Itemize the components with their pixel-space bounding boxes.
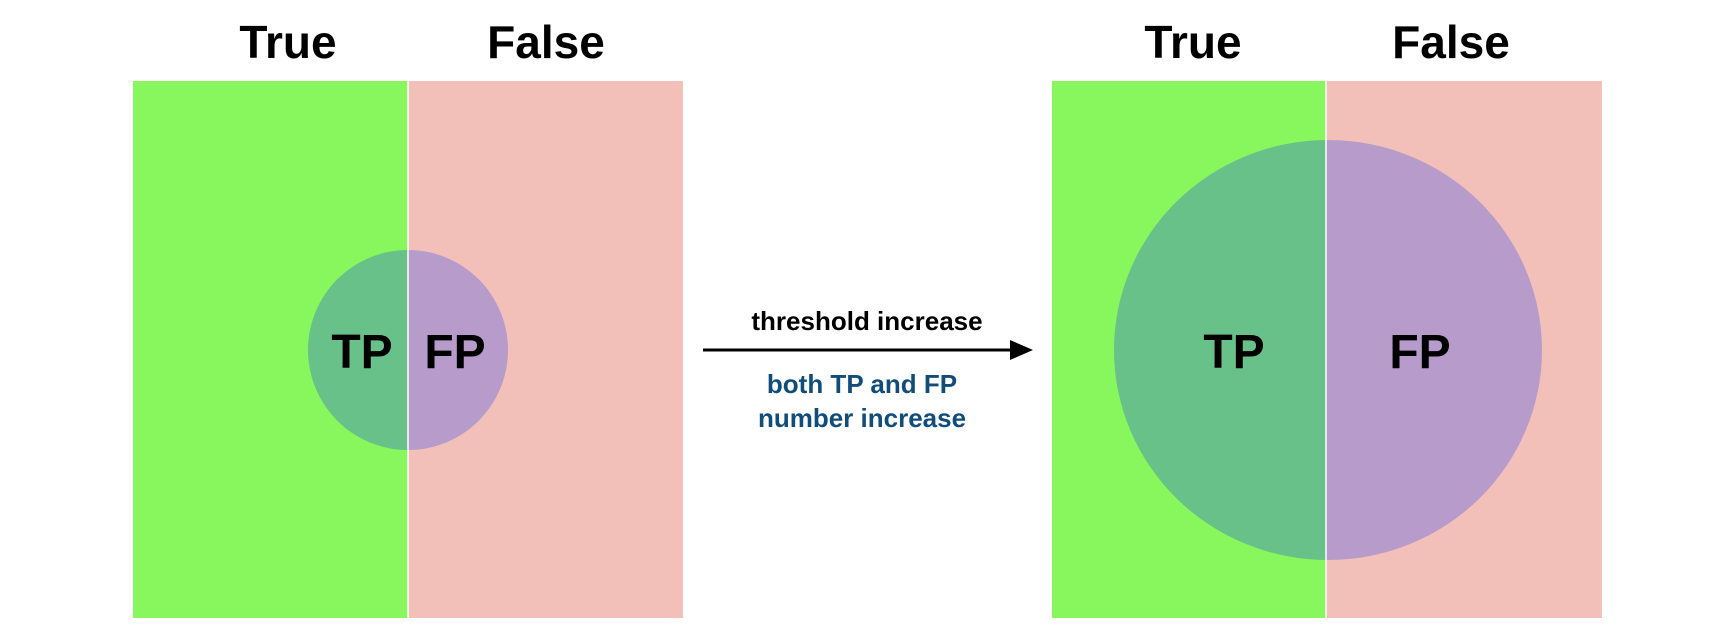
note-line-1: both TP and FP xyxy=(767,369,957,399)
note-line-2: number increase xyxy=(758,403,966,433)
left-panel: True False TP FP xyxy=(133,16,683,618)
left-fp-label: FP xyxy=(424,326,485,379)
left-true-header: True xyxy=(239,16,336,68)
right-panel: True False TP FP xyxy=(1052,16,1602,618)
right-false-header: False xyxy=(1392,16,1510,68)
left-false-header: False xyxy=(487,16,605,68)
right-true-header: True xyxy=(1144,16,1241,68)
right-fp-region xyxy=(1326,140,1542,560)
left-tp-label: TP xyxy=(331,326,392,379)
right-fp-label: FP xyxy=(1389,326,1450,379)
left-tp-region xyxy=(308,250,408,450)
transition: threshold increase both TP and FP number… xyxy=(703,306,1033,433)
left-fp-region xyxy=(408,250,508,450)
threshold-label: threshold increase xyxy=(751,306,982,336)
right-tp-label: TP xyxy=(1203,326,1264,379)
right-tp-region xyxy=(1114,140,1326,560)
arrow-head-icon xyxy=(1010,340,1033,360)
